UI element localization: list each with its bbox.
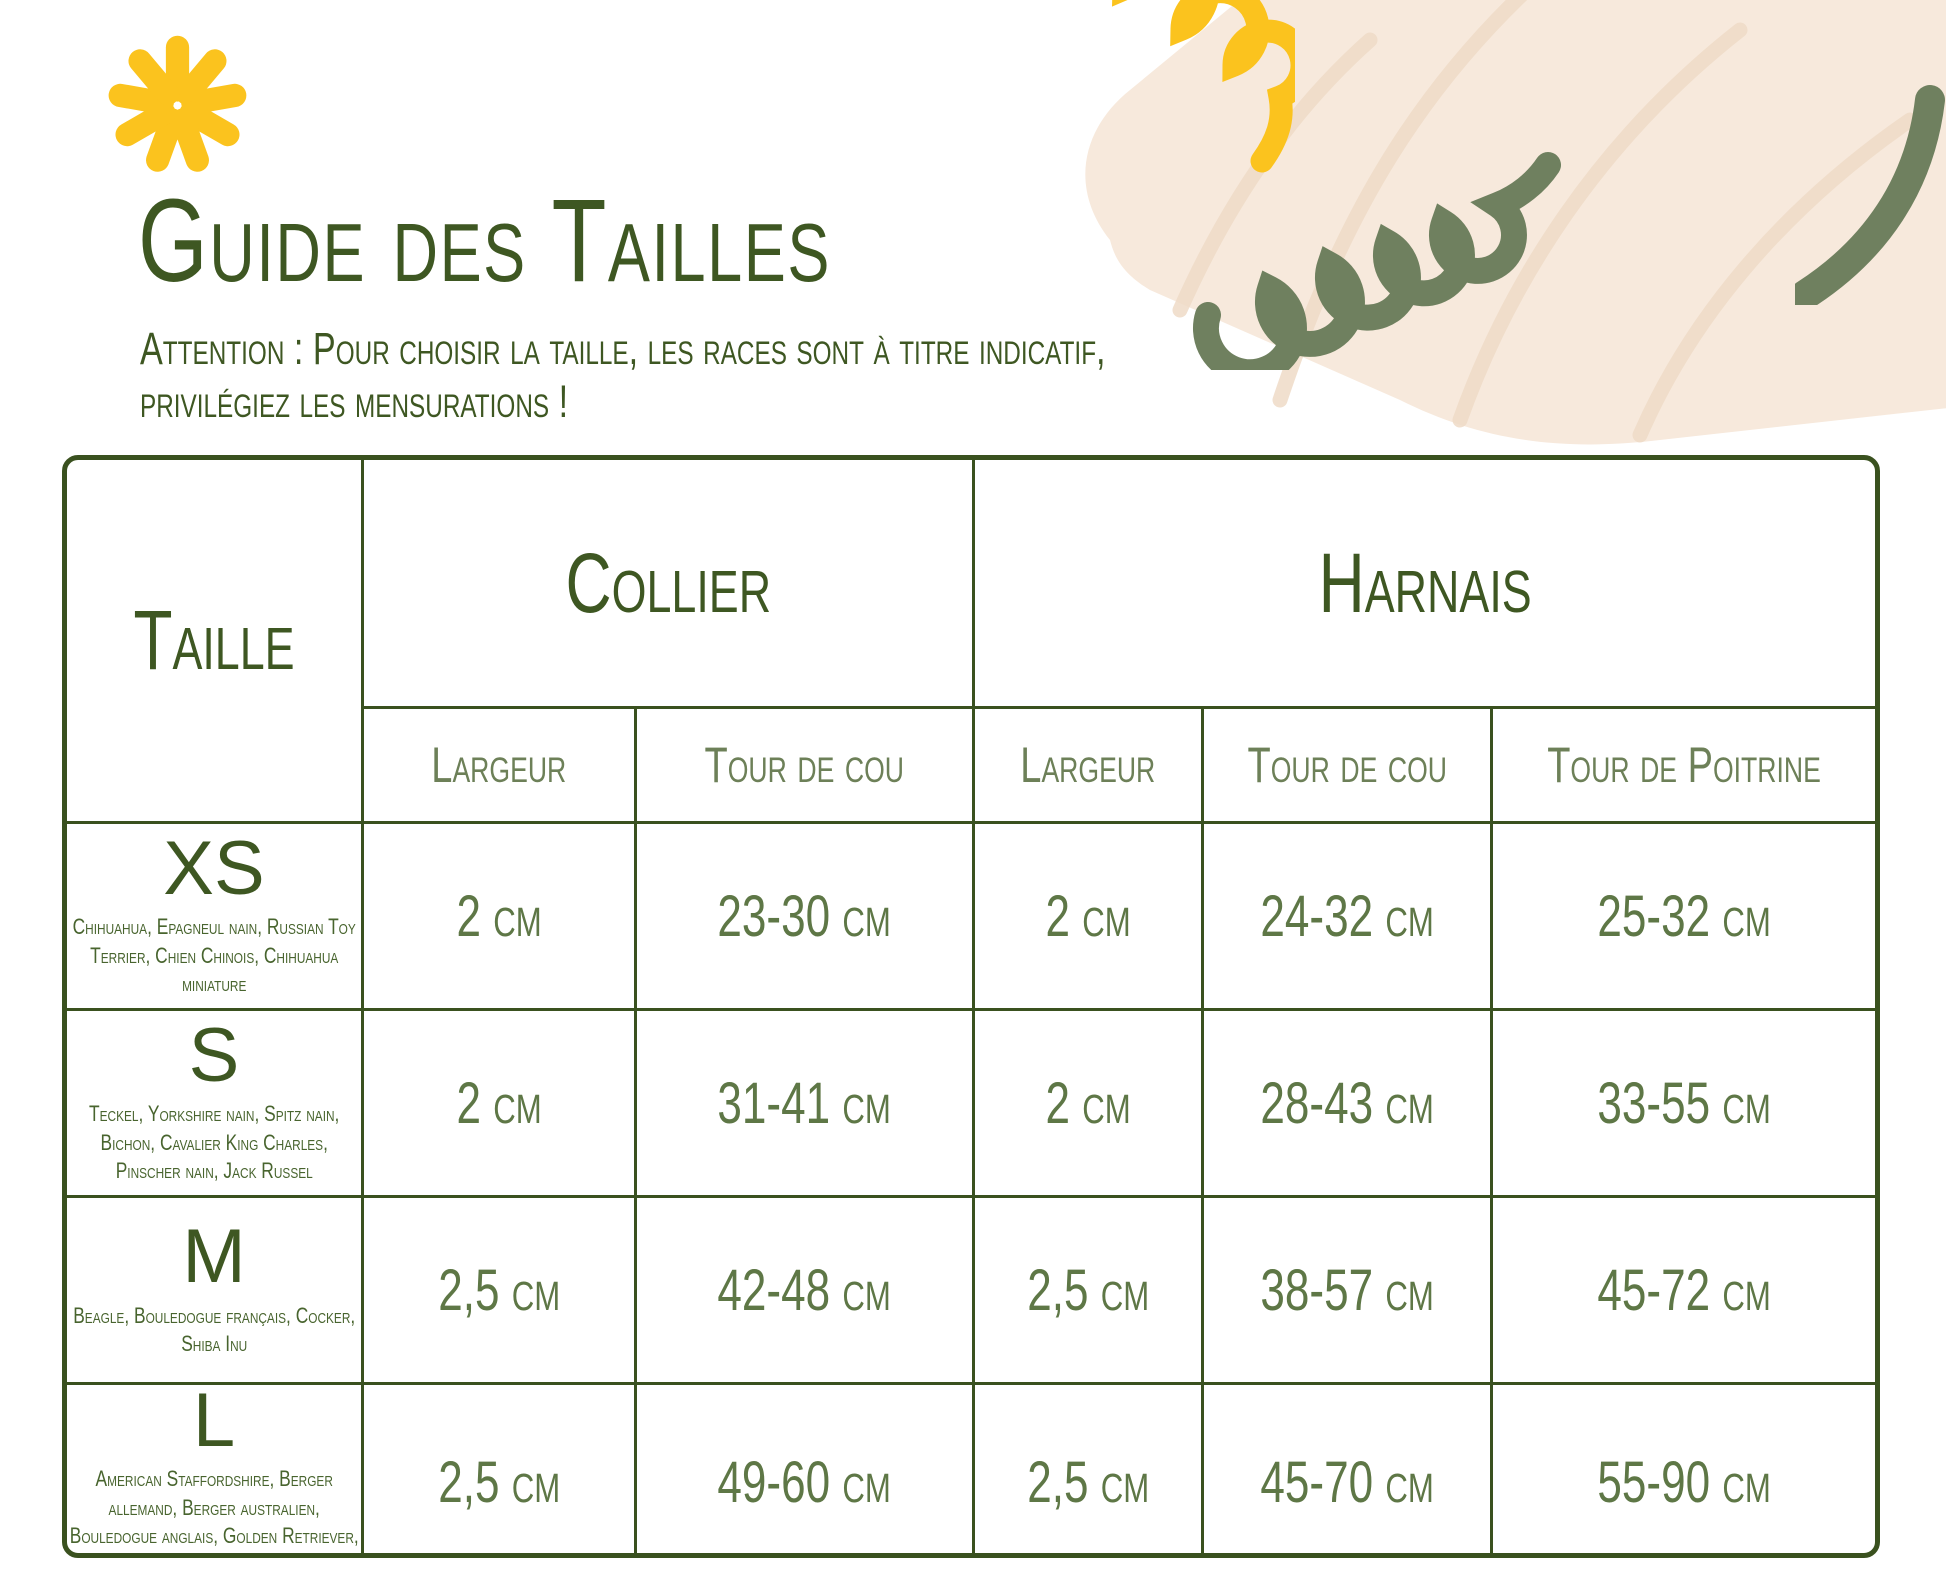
page-title: Guide des Tailles: [138, 175, 831, 307]
yellow-spiral-icon: [1111, 0, 1295, 173]
harnais-largeur-value: 2,5 cm: [972, 1195, 1205, 1385]
column-header-collier-largeur: Largeur: [361, 706, 637, 824]
harnais-tour-de-poitrine-value: 25-32 cm: [1490, 821, 1875, 1011]
column-header-taille: Taille: [67, 460, 364, 824]
collier-largeur-value: 2,5 cm: [361, 1382, 637, 1553]
harnais-tour-de-cou-value: 28-43 cm: [1201, 1008, 1494, 1198]
column-header-harnais-largeur: Largeur: [972, 706, 1205, 824]
harnais-tour-de-cou-value: 38-57 cm: [1201, 1195, 1494, 1385]
column-group-collier: Collier: [360, 460, 976, 709]
collier-tour-de-cou-value: 31-41 cm: [633, 1008, 976, 1198]
collier-largeur-value: 2,5 cm: [361, 1195, 637, 1385]
column-header-harnais-tour-de-poitrine: Tour de Poitrine: [1490, 706, 1875, 824]
green-corner-curl-decoration: [1795, 85, 1945, 305]
size-breeds: Beagle, Bouledogue français, Cocker, Shi…: [72, 1302, 356, 1357]
subtitle-line-1: Attention : Pour choisir la taille, les …: [140, 323, 1106, 374]
size-label: XS: [163, 826, 265, 912]
collier-tour-de-cou-value: 23-30 cm: [633, 821, 976, 1011]
harnais-largeur-value: 2,5 cm: [972, 1382, 1205, 1553]
size-breeds: Teckel, Yorkshire nain, Spitz nain, Bich…: [88, 1101, 340, 1184]
harnais-tour-de-poitrine-value: 33-55 cm: [1490, 1008, 1875, 1198]
size-guide-table: Taille Collier Harnais Largeur Tour de c…: [67, 460, 1875, 1553]
page-subtitle: Attention : Pour choisir la taille, les …: [140, 322, 1410, 428]
size-breeds: Chihuahua, Epagneul nain, Russian Toy Te…: [72, 914, 356, 997]
collier-tour-de-cou-value: 49-60 cm: [633, 1382, 976, 1553]
harnais-tour-de-poitrine-value: 55-90 cm: [1490, 1382, 1875, 1553]
harnais-tour-de-poitrine-value: 45-72 cm: [1490, 1195, 1875, 1385]
harnais-largeur-value: 2 cm: [972, 821, 1205, 1011]
size-label: M: [182, 1214, 246, 1300]
row-l: L American Staffordshire, Berger alleman…: [67, 1378, 1875, 1553]
size-breeds: American Staffordshire, Berger allemand,…: [69, 1466, 359, 1553]
collier-tour-de-cou-value: 42-48 cm: [633, 1195, 976, 1385]
size-label: L: [192, 1378, 236, 1463]
collier-largeur-value: 2 cm: [361, 1008, 637, 1198]
subtitle-line-2: privilégiez les mensurations !: [140, 376, 569, 428]
harnais-largeur-value: 2 cm: [972, 1008, 1205, 1198]
size-cell: XS Chihuahua, Epagneul nain, Russian Toy…: [67, 821, 364, 1011]
row-xs: XS Chihuahua, Epagneul nain, Russian Toy…: [67, 821, 1875, 1011]
asterisk-icon: [108, 35, 247, 172]
column-header-harnais-tour-de-cou: Tour de cou: [1201, 706, 1494, 824]
column-group-harnais: Harnais: [972, 460, 1875, 709]
column-header-collier-tour-de-cou: Tour de cou: [633, 706, 976, 824]
row-s: S Teckel, Yorkshire nain, Spitz nain, Bi…: [67, 1008, 1875, 1198]
size-label: S: [188, 1013, 240, 1099]
size-cell: M Beagle, Bouledogue français, Cocker, S…: [67, 1195, 364, 1385]
size-guide-table-container: Taille Collier Harnais Largeur Tour de c…: [62, 455, 1880, 1558]
size-cell: L American Staffordshire, Berger alleman…: [67, 1378, 364, 1553]
collier-largeur-value: 2 cm: [361, 821, 637, 1011]
harnais-tour-de-cou-value: 24-32 cm: [1201, 821, 1494, 1011]
harnais-tour-de-cou-value: 45-70 cm: [1201, 1382, 1494, 1553]
row-m: M Beagle, Bouledogue français, Cocker, S…: [67, 1195, 1875, 1385]
size-cell: S Teckel, Yorkshire nain, Spitz nain, Bi…: [67, 1008, 364, 1198]
